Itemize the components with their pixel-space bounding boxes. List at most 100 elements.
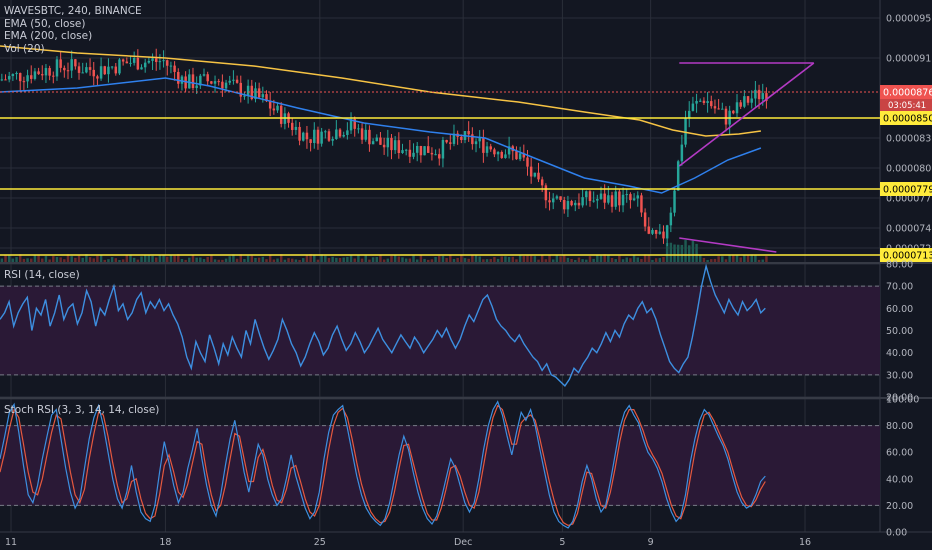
- rsi-axis-label: 40.00: [886, 348, 913, 359]
- volume-bar: [279, 254, 283, 262]
- candle-body: [540, 179, 544, 186]
- candle-body: [643, 212, 647, 227]
- volume-bar: [26, 258, 29, 262]
- volume-bar: [11, 258, 15, 262]
- candle-body: [213, 81, 217, 84]
- stoch-title[interactable]: Stoch RSI (3, 3, 14, 14, close): [4, 404, 160, 416]
- ema50-legend[interactable]: EMA (50, close): [4, 17, 86, 30]
- candle-body: [180, 76, 184, 84]
- candle-body: [721, 108, 724, 110]
- candle-body: [88, 67, 92, 70]
- symbol-title[interactable]: WAVESBTC, 240, BINANCE: [4, 5, 142, 17]
- volume-bar: [217, 259, 220, 262]
- candle-body: [474, 141, 478, 145]
- volume-bar: [320, 254, 323, 262]
- volume-bar: [471, 255, 474, 262]
- volume-bar: [140, 256, 143, 262]
- candle-body: [59, 59, 62, 68]
- candle-body: [44, 68, 48, 76]
- candle-body: [261, 94, 265, 98]
- volume-bar: [599, 255, 603, 262]
- volume-bar: [717, 256, 720, 262]
- stoch-k-line: [0, 400, 766, 529]
- volume-bar: [577, 257, 581, 262]
- candle-body: [338, 129, 342, 137]
- candle-body: [746, 96, 750, 103]
- volume-bar: [302, 258, 305, 262]
- volume-bar: [18, 254, 22, 262]
- triangle-trendline: [678, 62, 815, 167]
- volume-bar: [118, 259, 121, 262]
- candle-body: [136, 57, 140, 70]
- volume-bar: [316, 259, 320, 262]
- candle-body: [77, 66, 81, 73]
- candle-body: [81, 72, 84, 74]
- candle-body: [647, 226, 651, 234]
- candle-body: [26, 75, 29, 82]
- volume-bar: [570, 258, 573, 262]
- volume-bar: [41, 258, 44, 262]
- volume-bar: [143, 254, 147, 262]
- volume-legend[interactable]: Vol (20): [4, 42, 45, 55]
- candle-body: [173, 65, 176, 72]
- rsi-axis-label: 50.00: [886, 326, 913, 337]
- volume-bar: [533, 256, 537, 262]
- ema200-legend[interactable]: EMA (200, close): [4, 30, 93, 42]
- volume-bar: [132, 257, 136, 262]
- candle-body: [702, 100, 706, 103]
- volume-bar: [408, 258, 412, 262]
- volume-bar: [360, 258, 364, 262]
- candle-body: [673, 190, 676, 213]
- main-legend: WAVESBTC, 240, BINANCE EMA (50, close) E…: [4, 5, 142, 55]
- volume-bar: [515, 259, 518, 262]
- candle-body: [33, 71, 37, 79]
- volume-bar: [162, 255, 165, 262]
- volume-bar: [651, 259, 654, 262]
- candle-body: [4, 79, 7, 81]
- candle-body: [371, 141, 375, 145]
- volume-bar: [625, 257, 628, 262]
- volume-bar: [724, 259, 728, 262]
- volume-bar: [195, 257, 198, 262]
- candle-body: [195, 85, 198, 89]
- candle-body: [596, 198, 599, 201]
- volume-bar: [548, 255, 551, 262]
- candle-body: [665, 225, 669, 239]
- candle-body: [353, 118, 356, 129]
- volume-bar: [103, 259, 106, 262]
- candle-body: [482, 137, 485, 153]
- candle-body: [48, 68, 51, 76]
- volume-bar: [382, 259, 386, 262]
- candle-body: [526, 157, 529, 167]
- volume-bar: [290, 258, 294, 262]
- candle-body: [614, 191, 617, 207]
- candle-body: [507, 146, 511, 155]
- volume-bar: [559, 256, 562, 262]
- volume-bar: [173, 255, 176, 262]
- volume-bar: [518, 255, 522, 262]
- time-axis-label: 16: [799, 537, 811, 548]
- volume-bar: [272, 259, 276, 262]
- volume-bar: [721, 256, 724, 262]
- candle-body: [188, 74, 191, 89]
- candle-body: [393, 140, 397, 151]
- volume-bar: [59, 257, 62, 262]
- countdown-label: 03:05:41: [888, 101, 926, 111]
- volume-bar: [110, 257, 114, 262]
- rsi-axis-label: 70.00: [886, 282, 913, 293]
- volume-bar: [474, 255, 478, 262]
- volume-bar: [445, 258, 448, 262]
- volume-bar: [423, 258, 426, 262]
- volume-bar: [658, 258, 662, 262]
- volume-bar: [74, 257, 77, 262]
- rsi-title[interactable]: RSI (14, close): [4, 269, 80, 281]
- volume-bar: [526, 255, 529, 262]
- candle-body: [529, 166, 533, 177]
- volume-bar: [287, 258, 290, 262]
- volume-bar: [743, 255, 746, 262]
- candle-body: [632, 198, 636, 201]
- candle-body: [184, 76, 187, 89]
- stoch-legend: Stoch RSI (3, 3, 14, 14, close): [4, 404, 159, 417]
- candle-body: [70, 59, 73, 71]
- volume-bar: [434, 257, 437, 262]
